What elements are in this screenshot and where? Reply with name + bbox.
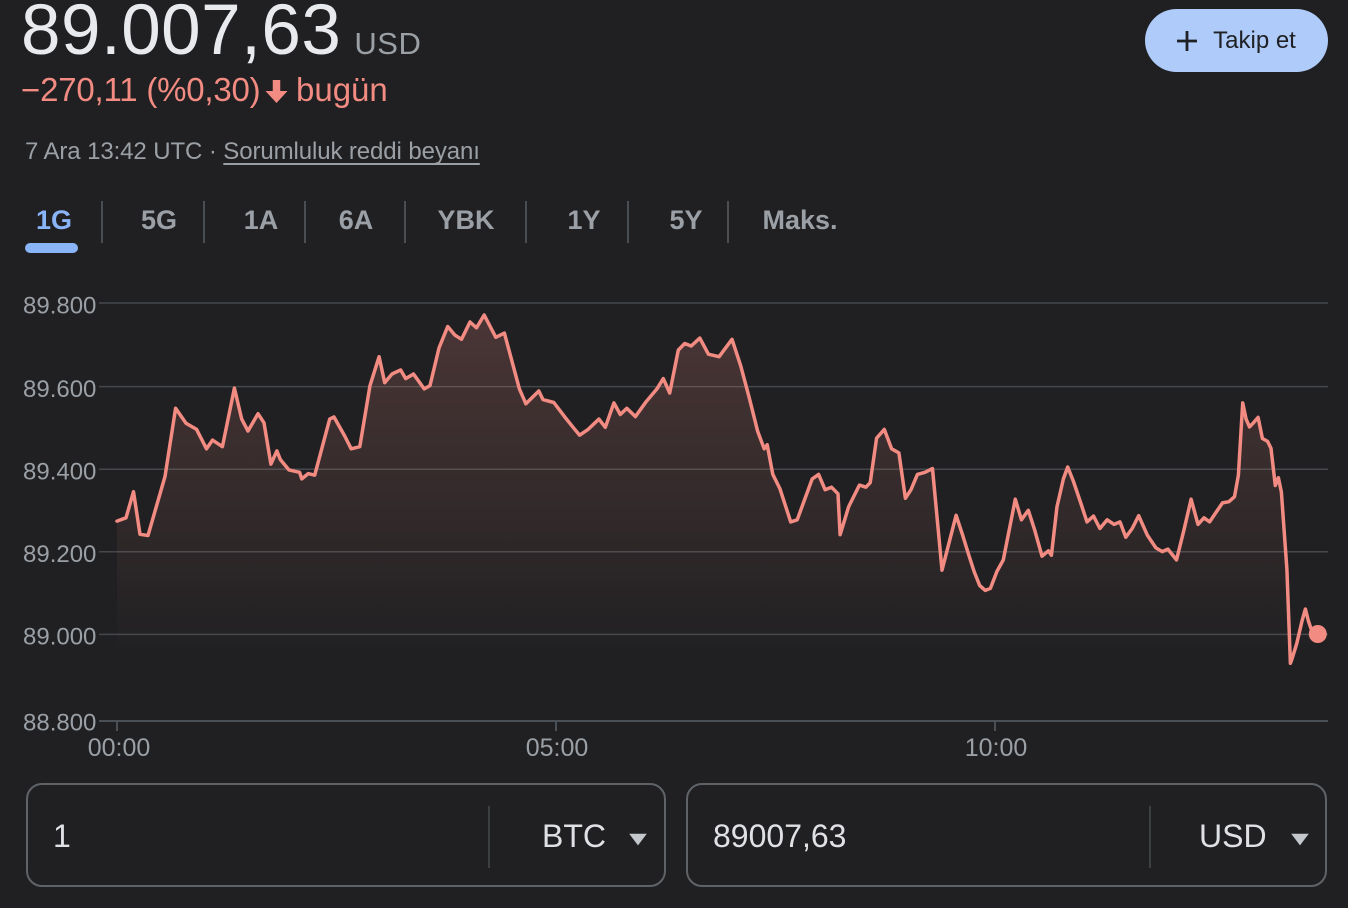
svg-text:89.800: 89.800 <box>23 293 96 320</box>
svg-text:89.600: 89.600 <box>23 376 96 403</box>
svg-text:89.400: 89.400 <box>23 459 96 486</box>
svg-text:10:00: 10:00 <box>965 734 1028 762</box>
svg-text:05:00: 05:00 <box>526 734 589 762</box>
svg-text:88.800: 88.800 <box>23 710 96 737</box>
svg-text:00:00: 00:00 <box>88 734 151 762</box>
svg-text:89.200: 89.200 <box>23 541 96 568</box>
svg-text:89.000: 89.000 <box>23 624 96 651</box>
